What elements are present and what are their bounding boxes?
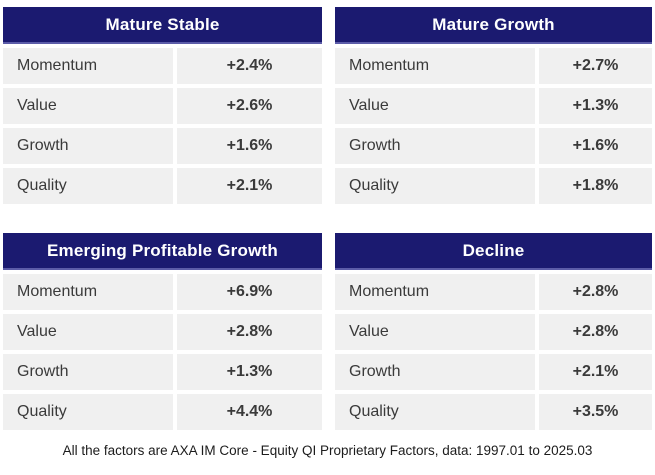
tables-grid: Mature Stable Momentum +2.4% Value +2.6%… — [3, 7, 652, 430]
table-body: Momentum +2.8% Value +2.8% Growth +2.1% … — [335, 274, 652, 430]
factor-table-emerging-profitable-growth: Emerging Profitable Growth Momentum +6.9… — [3, 233, 322, 430]
factor-label: Quality — [335, 394, 535, 430]
factor-label: Value — [3, 88, 173, 124]
factor-label: Momentum — [335, 48, 535, 84]
factor-value: +6.9% — [177, 274, 322, 310]
factor-label: Quality — [3, 394, 173, 430]
table-body: Momentum +2.7% Value +1.3% Growth +1.6% … — [335, 48, 652, 204]
table-row: Value +2.8% — [3, 314, 322, 350]
table-row: Quality +4.4% — [3, 394, 322, 430]
factor-value: +1.8% — [539, 168, 652, 204]
table-row: Quality +2.1% — [3, 168, 322, 204]
factor-label: Quality — [335, 168, 535, 204]
table-body: Momentum +2.4% Value +2.6% Growth +1.6% … — [3, 48, 322, 204]
table-row: Momentum +6.9% — [3, 274, 322, 310]
factor-value: +1.3% — [539, 88, 652, 124]
factor-label: Growth — [3, 128, 173, 164]
factor-label: Momentum — [3, 274, 173, 310]
factor-label: Value — [335, 314, 535, 350]
table-title: Mature Stable — [3, 7, 322, 44]
factor-label: Quality — [3, 168, 173, 204]
factor-label: Growth — [335, 128, 535, 164]
table-title: Emerging Profitable Growth — [3, 233, 322, 270]
factor-table-mature-stable: Mature Stable Momentum +2.4% Value +2.6%… — [3, 7, 322, 204]
factor-value: +2.7% — [539, 48, 652, 84]
factor-value: +4.4% — [177, 394, 322, 430]
factor-value: +1.6% — [177, 128, 322, 164]
factor-label: Growth — [335, 354, 535, 390]
table-row: Quality +3.5% — [335, 394, 652, 430]
factor-value: +2.1% — [539, 354, 652, 390]
factor-value: +1.3% — [177, 354, 322, 390]
factor-label: Momentum — [3, 48, 173, 84]
table-body: Momentum +6.9% Value +2.8% Growth +1.3% … — [3, 274, 322, 430]
factor-value: +2.8% — [539, 314, 652, 350]
factor-label: Value — [335, 88, 535, 124]
factor-value: +2.1% — [177, 168, 322, 204]
factor-table-decline: Decline Momentum +2.8% Value +2.8% Growt… — [335, 233, 652, 430]
table-row: Momentum +2.4% — [3, 48, 322, 84]
table-row: Growth +1.6% — [335, 128, 652, 164]
table-title: Mature Growth — [335, 7, 652, 44]
table-row: Momentum +2.8% — [335, 274, 652, 310]
table-row: Growth +2.1% — [335, 354, 652, 390]
factor-table-mature-growth: Mature Growth Momentum +2.7% Value +1.3%… — [335, 7, 652, 204]
factor-value: +2.8% — [539, 274, 652, 310]
table-row: Value +1.3% — [335, 88, 652, 124]
table-row: Quality +1.8% — [335, 168, 652, 204]
factor-label: Value — [3, 314, 173, 350]
table-row: Value +2.6% — [3, 88, 322, 124]
factor-value: +3.5% — [539, 394, 652, 430]
factor-value: +1.6% — [539, 128, 652, 164]
factor-value: +2.8% — [177, 314, 322, 350]
table-row: Momentum +2.7% — [335, 48, 652, 84]
factor-label: Growth — [3, 354, 173, 390]
table-title: Decline — [335, 233, 652, 270]
table-row: Value +2.8% — [335, 314, 652, 350]
table-row: Growth +1.3% — [3, 354, 322, 390]
table-row: Growth +1.6% — [3, 128, 322, 164]
factor-value: +2.4% — [177, 48, 322, 84]
factor-value: +2.6% — [177, 88, 322, 124]
footnote: All the factors are AXA IM Core - Equity… — [62, 443, 593, 458]
factor-label: Momentum — [335, 274, 535, 310]
